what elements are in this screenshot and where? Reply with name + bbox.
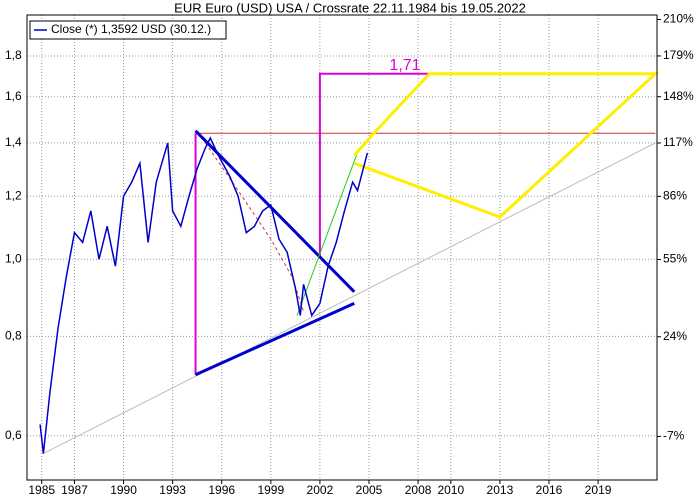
- x-tick-label: 2019: [585, 483, 612, 497]
- x-tick-label: 2008: [405, 483, 432, 497]
- y2-tick-label: -7%: [663, 429, 685, 443]
- x-tick-label: 2002: [307, 483, 334, 497]
- annotation-label: 1,71: [389, 57, 420, 74]
- x-tick-label: 1987: [61, 483, 88, 497]
- annotation-line: [204, 142, 305, 312]
- series-line: [39, 136, 369, 454]
- x-tick-label: 2016: [536, 483, 563, 497]
- chart-title: EUR Euro (USD) USA / Crossrate 22.11.198…: [174, 0, 526, 15]
- y-tick-label: 0,6: [5, 428, 22, 442]
- y2-tick-label: 24%: [663, 329, 687, 343]
- y-tick-label: 1,6: [5, 89, 22, 103]
- x-tick-label: 1990: [110, 483, 137, 497]
- annotation-line: [296, 147, 360, 316]
- annotation-line: [194, 302, 355, 377]
- annotation-line: [318, 72, 430, 256]
- y2-tick-label: 117%: [663, 135, 693, 149]
- annotation-line: [353, 72, 660, 219]
- y-tick-label: 1,4: [5, 135, 22, 149]
- legend-box: [29, 20, 227, 40]
- plot-frame: [26, 14, 658, 481]
- x-tick-label: 1993: [159, 483, 186, 497]
- y2-tick-label: 148%: [663, 89, 694, 103]
- y2-tick-label: 210%: [663, 12, 694, 26]
- y2-tick-label: 86%: [663, 189, 687, 203]
- y-tick-label: 1,8: [5, 48, 22, 62]
- y-tick-label: 1,0: [5, 251, 22, 265]
- y-tick-label: 1,2: [5, 188, 22, 202]
- x-tick-label: 2005: [356, 483, 383, 497]
- legend-label: Close (*) 1,3592 USD (30.12.): [51, 22, 211, 36]
- x-tick-label: 1999: [257, 483, 284, 497]
- y-tick-label: 0,8: [5, 329, 22, 343]
- y2-tick-label: 55%: [663, 252, 687, 266]
- y2-tick-label: 179%: [663, 48, 694, 62]
- x-tick-label: 2010: [437, 483, 464, 497]
- x-tick-label: 2013: [487, 483, 514, 497]
- x-tick-label: 1996: [208, 483, 235, 497]
- x-tick-label: 1985: [28, 483, 55, 497]
- annotation-line: [43, 142, 656, 454]
